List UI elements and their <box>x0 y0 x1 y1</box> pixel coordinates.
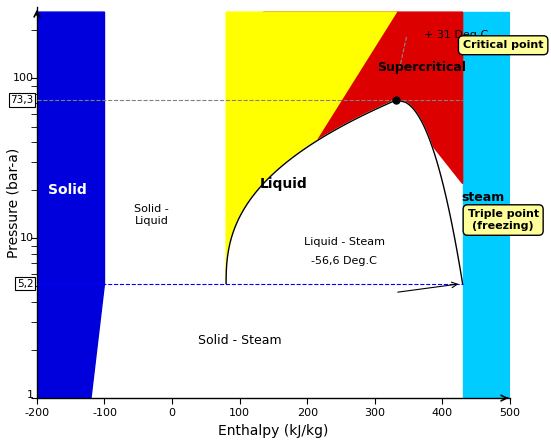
Polygon shape <box>263 12 463 183</box>
Text: Liquid - Steam: Liquid - Steam <box>304 237 385 247</box>
Polygon shape <box>37 12 105 398</box>
Text: steam: steam <box>461 191 505 204</box>
X-axis label: Enthalpy (kJ/kg): Enthalpy (kJ/kg) <box>218 424 328 438</box>
Text: 5,2: 5,2 <box>17 279 34 289</box>
Text: 100: 100 <box>13 73 34 83</box>
Text: Critical point: Critical point <box>463 40 543 50</box>
Text: Liquid: Liquid <box>260 177 307 190</box>
Text: Solid -
Liquid: Solid - Liquid <box>134 204 169 226</box>
Text: Supercritical: Supercritical <box>377 61 467 74</box>
Text: Solid - Steam: Solid - Steam <box>198 334 282 347</box>
Text: Solid: Solid <box>48 183 87 197</box>
Polygon shape <box>226 12 396 283</box>
Text: + 31 Deg.C: + 31 Deg.C <box>424 30 488 40</box>
Text: -56,6 Deg.C: -56,6 Deg.C <box>311 256 377 266</box>
Polygon shape <box>463 12 510 398</box>
Text: 10: 10 <box>19 233 34 243</box>
Polygon shape <box>226 100 463 283</box>
Text: 1: 1 <box>26 390 34 400</box>
Text: 73,3: 73,3 <box>10 95 34 105</box>
Text: Triple point
(freezing): Triple point (freezing) <box>468 209 539 231</box>
Y-axis label: Pressure (bar-a): Pressure (bar-a) <box>7 147 21 258</box>
